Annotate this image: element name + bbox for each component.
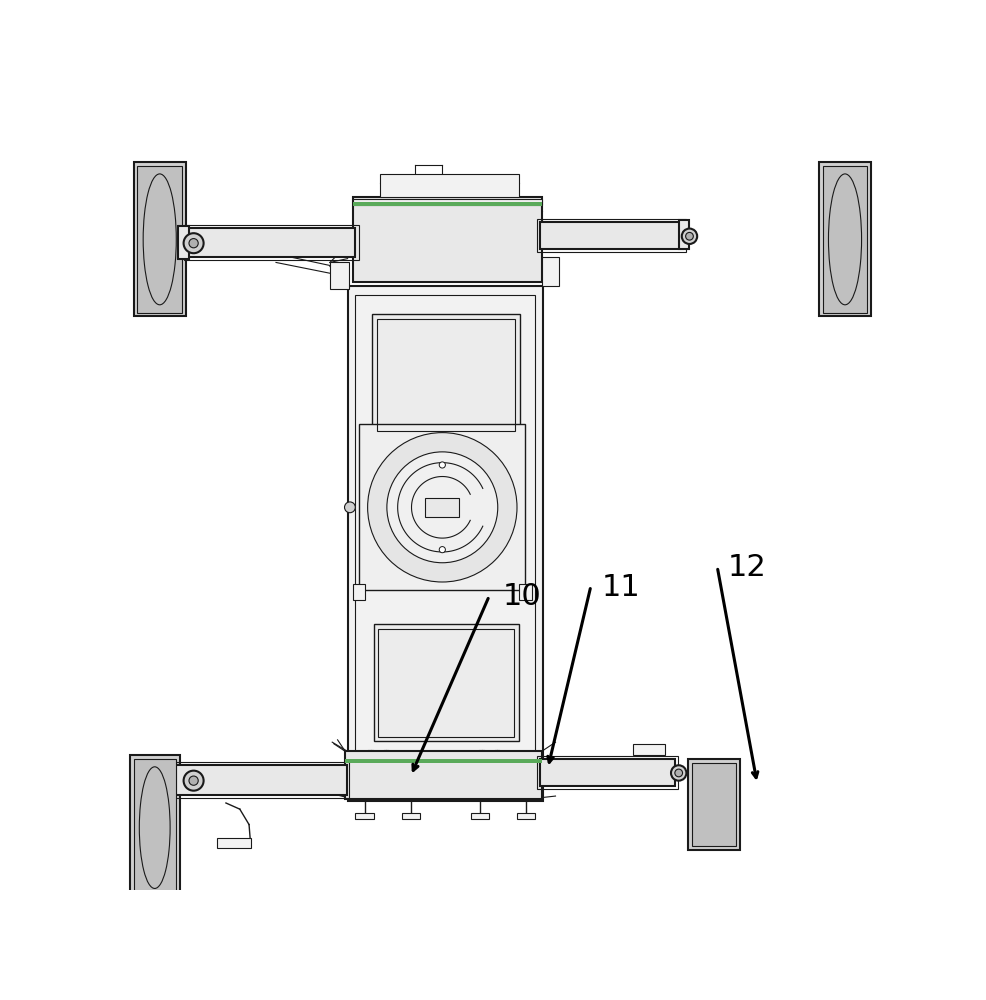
Bar — [401, 813, 420, 819]
Bar — [329, 262, 349, 289]
Circle shape — [183, 233, 203, 253]
Circle shape — [188, 239, 198, 248]
Bar — [380, 174, 518, 197]
Bar — [539, 759, 674, 786]
Bar — [217, 838, 251, 848]
Bar — [183, 225, 359, 260]
Bar — [129, 755, 179, 900]
Bar — [536, 219, 685, 252]
Circle shape — [685, 232, 692, 240]
Bar — [353, 202, 541, 206]
Bar — [355, 813, 374, 819]
Bar — [187, 228, 355, 257]
Bar — [345, 759, 541, 763]
Bar — [172, 762, 349, 798]
Bar — [374, 624, 518, 741]
Bar — [541, 257, 558, 286]
Bar — [678, 220, 689, 249]
Circle shape — [439, 462, 445, 468]
Bar — [687, 759, 740, 850]
Bar — [353, 199, 541, 205]
Bar — [822, 166, 867, 312]
Bar — [372, 314, 520, 436]
Bar — [425, 498, 458, 517]
Bar — [347, 286, 542, 801]
Bar — [818, 162, 871, 316]
Bar — [133, 162, 185, 316]
Bar — [377, 319, 515, 431]
Bar — [176, 765, 346, 795]
Bar — [359, 424, 525, 590]
Circle shape — [367, 433, 517, 582]
Bar — [632, 744, 665, 755]
Bar — [470, 813, 489, 819]
Text: 11: 11 — [601, 573, 640, 602]
Bar — [178, 226, 188, 259]
Bar — [378, 629, 514, 737]
Circle shape — [188, 776, 198, 785]
Bar — [539, 222, 682, 249]
Circle shape — [344, 502, 355, 513]
Circle shape — [674, 769, 682, 777]
Bar — [691, 763, 736, 846]
Circle shape — [681, 229, 696, 244]
Text: 12: 12 — [728, 553, 766, 582]
Bar — [517, 813, 535, 819]
Bar — [355, 295, 535, 792]
Text: 10: 10 — [503, 582, 541, 611]
Bar — [519, 584, 531, 600]
Circle shape — [387, 452, 497, 563]
Circle shape — [183, 771, 203, 791]
Circle shape — [670, 765, 685, 781]
Bar — [536, 756, 677, 789]
Bar — [345, 751, 541, 799]
Bar — [133, 759, 176, 896]
Bar — [137, 166, 181, 312]
Circle shape — [439, 547, 445, 553]
Bar — [353, 197, 541, 282]
Bar — [353, 584, 365, 600]
